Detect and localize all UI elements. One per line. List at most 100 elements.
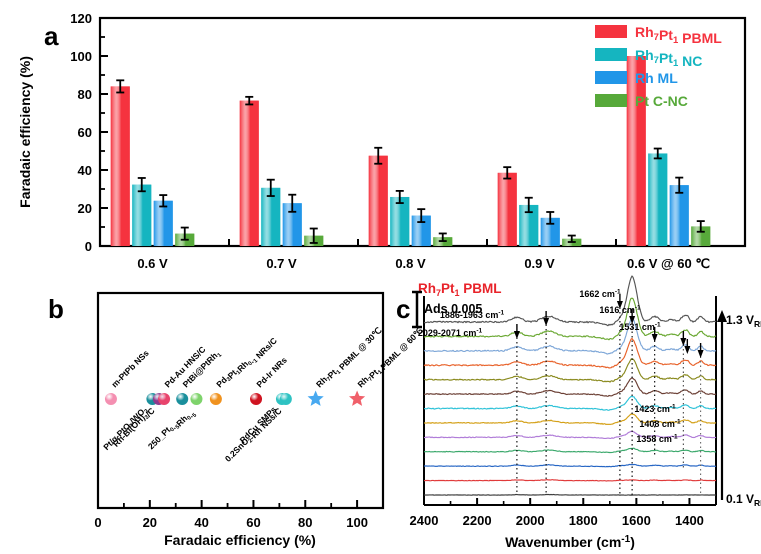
panel-a-bar-shade bbox=[390, 196, 410, 246]
panel-a-yticks: 0 20 40 60 80 100 120 bbox=[70, 11, 108, 254]
panel-c-annotation: 1662 cm-1 bbox=[579, 289, 621, 300]
panel-b-marker-circle bbox=[250, 393, 263, 405]
panel-a-category-label: 0.9 V bbox=[524, 256, 555, 271]
panel-c-top-potential: 1.3 VRHE bbox=[726, 313, 761, 329]
panel-c-spectrum-curve bbox=[423, 337, 717, 369]
panel-a-ytick-label: 40 bbox=[78, 163, 92, 178]
legend-swatch bbox=[595, 48, 627, 61]
panel-a-ytick-label: 60 bbox=[78, 125, 92, 140]
panel-c-peak-arrow bbox=[684, 346, 691, 354]
panel-c-guidelines bbox=[516, 303, 702, 495]
panel-a-ytick-label: 80 bbox=[78, 87, 92, 102]
panel-c-xtick-label: 1400 bbox=[675, 513, 704, 528]
panel-a-bar-shade bbox=[497, 172, 517, 246]
panel-c-peak-arrow bbox=[651, 334, 658, 342]
panel-c-spectrum-curve bbox=[423, 413, 717, 426]
panel-c-annotation: 1531 cm-1 bbox=[619, 322, 661, 333]
panel-a-bar-shade bbox=[626, 56, 646, 246]
panel-c-spectrum-curve bbox=[424, 430, 717, 439]
panel-b-marker-circle bbox=[279, 393, 292, 405]
panel-c-xtick-label: 2400 bbox=[410, 513, 439, 528]
panel-a-bar-shade bbox=[519, 204, 539, 246]
panel-b-marker-circle bbox=[209, 393, 222, 405]
panel-b-xtick-label: 100 bbox=[346, 515, 368, 530]
panel-b-marker-circle bbox=[190, 393, 203, 405]
panel-c-scalebar-label: Ads 0.005 bbox=[424, 302, 482, 316]
panel-a-category-label: 0.6 V bbox=[137, 256, 168, 271]
panel-a-bar-shade bbox=[153, 200, 173, 246]
panel-c-peak-arrow bbox=[680, 338, 687, 346]
panel-b-axes-frame bbox=[96, 291, 385, 510]
panel-c-spectrum-curve bbox=[423, 297, 717, 341]
panel-a-bar-shade bbox=[261, 187, 281, 246]
panel-c-annotation: 1423 cm-1 bbox=[634, 404, 676, 415]
panel-c-annotations: 1886-1963 cm-1 2029-2071 cm-1 1662 cm-1 161… bbox=[418, 289, 681, 445]
panel-c-spectrum-curve bbox=[423, 447, 717, 454]
panel-a-bars bbox=[110, 56, 711, 247]
panel-a-ytick-label: 100 bbox=[70, 49, 92, 64]
panel-b-xtick-label: 0 bbox=[94, 515, 101, 530]
panel-c-spectrum-curve bbox=[424, 463, 717, 468]
panel-c-spectrum-curve bbox=[423, 358, 717, 383]
panel-a-category-label: 0.8 V bbox=[395, 256, 426, 271]
panel-a-category-label: 0.7 V bbox=[266, 256, 297, 271]
panel-b-letter: b bbox=[48, 294, 64, 324]
panel-c-peak-arrow bbox=[543, 318, 550, 326]
panel-a-letter: a bbox=[44, 21, 59, 51]
panel-b-marker-star bbox=[307, 390, 324, 406]
panel-b-xtick-label: 20 bbox=[143, 515, 157, 530]
panel-a-ylabel: Faradaic efficiency (%) bbox=[17, 56, 33, 208]
panel-c-spectrum-curve bbox=[423, 377, 717, 397]
panel-b-xtick-label: 60 bbox=[246, 515, 260, 530]
panel-a-xticks: 0.6 V 0.7 V 0.8 V 0.9 V 0.6 V @ 60 ℃ bbox=[137, 256, 710, 271]
panel-c-spectrum-curve bbox=[423, 493, 717, 496]
panel-b-marker-circle bbox=[158, 393, 171, 405]
legend-label: Rh7Pt1 NC bbox=[635, 47, 702, 69]
legend-swatch bbox=[595, 94, 627, 107]
panel-c-potential-arrow bbox=[717, 310, 727, 500]
legend-label: Rh ML bbox=[635, 70, 678, 86]
panel-c-xticks: 2400 2200 2000 1800 1600 1400 bbox=[410, 498, 704, 528]
panel-c-annotation: 1886-1963 cm-1 bbox=[440, 310, 505, 321]
panel-c-annotation: 1408 cm-1 bbox=[639, 419, 681, 430]
panel-b-xtick-label: 80 bbox=[298, 515, 312, 530]
legend-label: Pt C-NC bbox=[635, 93, 688, 109]
panel-a-bar-shade bbox=[540, 217, 560, 246]
panel-c-letter: c bbox=[396, 294, 410, 324]
panel-b-xtick-label: 40 bbox=[194, 515, 208, 530]
panel-a-ytick-label: 0 bbox=[85, 239, 92, 254]
panel-c-title: Rh7Pt1 PBML bbox=[418, 281, 502, 298]
panel-a-ytick-label: 20 bbox=[78, 201, 92, 216]
panel-c-peak-arrow bbox=[616, 301, 623, 309]
panel-b-xlabel: Faradaic efficiency (%) bbox=[164, 532, 316, 548]
panel-c-peak-arrow bbox=[697, 350, 704, 358]
panel-b-xticks: 0 20 40 60 80 100 bbox=[94, 500, 368, 530]
panel-a-bar-shade bbox=[691, 226, 711, 246]
panel-c-annotation: 2029-2071 cm-1 bbox=[418, 328, 483, 339]
panel-c-xlabel: Wavenumber (cm-1) bbox=[505, 534, 635, 550]
panel-a-bar-shade bbox=[411, 215, 431, 246]
panel-c-peak-arrow bbox=[513, 331, 520, 339]
panel-c-arrows bbox=[513, 294, 704, 358]
panel-c-annotation: 1358 cm-1 bbox=[636, 434, 678, 445]
panel-a-bar-shade bbox=[648, 153, 668, 246]
panel-a-bar-shade bbox=[368, 155, 388, 246]
panel-c-spectrum-curve bbox=[423, 479, 717, 482]
panel-b-marker-circle bbox=[176, 393, 189, 405]
panel-a-bar-shade bbox=[669, 185, 689, 246]
panel-c-spectrum-curve bbox=[423, 318, 717, 355]
panel-a-bar-shade bbox=[282, 203, 302, 246]
panel-a-ytick-label: 120 bbox=[70, 11, 92, 26]
legend-swatch bbox=[595, 71, 627, 84]
panel-a-bar-shade bbox=[132, 184, 152, 246]
panel-a: a Faradaic efficiency (%) 0 20 40 60 80 100 12… bbox=[17, 11, 747, 271]
panel-a-bar-shade bbox=[110, 86, 130, 247]
panel-c-peak-arrow bbox=[629, 316, 636, 324]
panel-c-spectrum-curve bbox=[424, 395, 717, 411]
panel-a-bar-shade bbox=[239, 100, 259, 247]
panel-c-bottom-potential: 0.1 VRHE bbox=[726, 492, 761, 508]
panel-c-spectrum-curve bbox=[423, 275, 717, 327]
panel-c-xtick-label: 2200 bbox=[463, 513, 492, 528]
